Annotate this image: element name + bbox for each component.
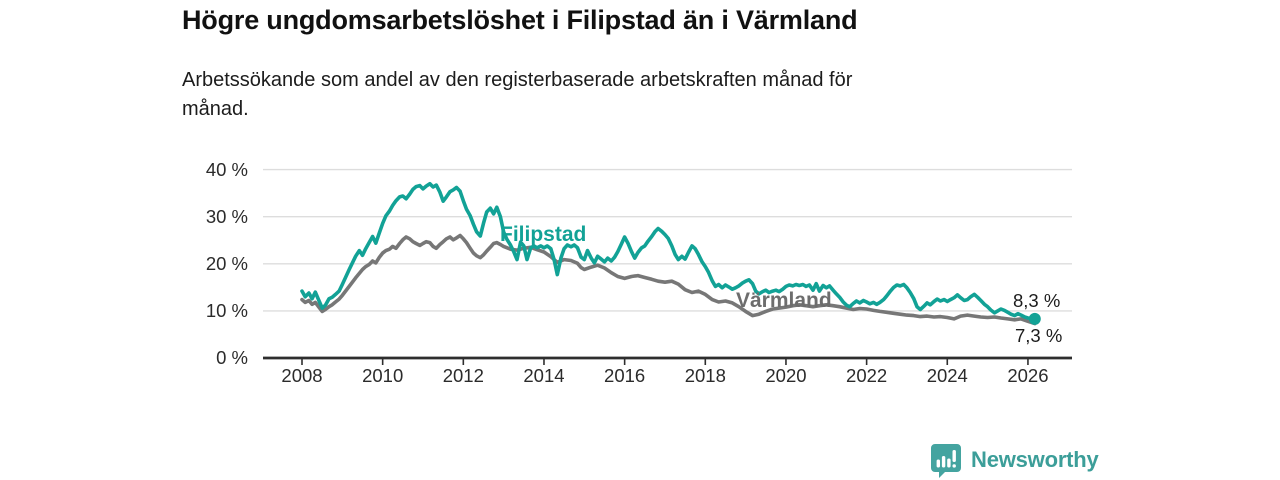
x-axis-tick-label: 2008 <box>281 365 323 386</box>
newsworthy-logo-icon <box>931 444 961 478</box>
series-label-varmland: Värmland <box>736 289 832 312</box>
y-axis-tick-label: 20 % <box>205 252 248 274</box>
x-axis-tick-label: 2010 <box>362 365 404 386</box>
x-axis-tick-label: 2012 <box>442 365 484 386</box>
chart-subtitle: Arbetssökande som andel av den registerb… <box>182 66 852 124</box>
series-line-vrmland <box>300 233 1037 326</box>
y-axis-tick-label: 40 % <box>205 158 248 180</box>
x-axis-tick-label: 2018 <box>684 365 726 386</box>
x-axis-tick-label: 2016 <box>604 365 646 386</box>
newsworthy-logo-text: Newsworthy <box>971 447 1099 472</box>
series-line-filipstad <box>300 181 1037 321</box>
x-axis-tick-label: 2014 <box>523 365 565 386</box>
page-title: Högre ungdomsarbetslöshet i Filipstad än… <box>182 5 858 35</box>
series-end-dot <box>1028 312 1041 325</box>
y-axis-tick-label: 30 % <box>205 205 248 227</box>
x-axis-tick-label: 2022 <box>846 365 888 386</box>
newsworthy-logo[interactable]: Newsworthy <box>928 442 1099 478</box>
end-value-label-filipstad: 8,3 % <box>1013 290 1061 311</box>
subtitle-line-1: Arbetssökande som andel av den registerb… <box>182 69 853 91</box>
x-axis-tick-label: 2020 <box>765 365 807 386</box>
y-axis-tick-label: 10 % <box>205 299 248 321</box>
y-axis-tick-label: 0 % <box>216 347 248 368</box>
subtitle-line-2: månad. <box>182 98 249 120</box>
x-axis-tick-label: 2026 <box>1007 365 1049 386</box>
end-value-label-varmland: 7,3 % <box>1015 325 1063 346</box>
x-axis-tick-label: 2024 <box>926 365 968 386</box>
series-label-filipstad: Filipstad <box>500 223 587 246</box>
